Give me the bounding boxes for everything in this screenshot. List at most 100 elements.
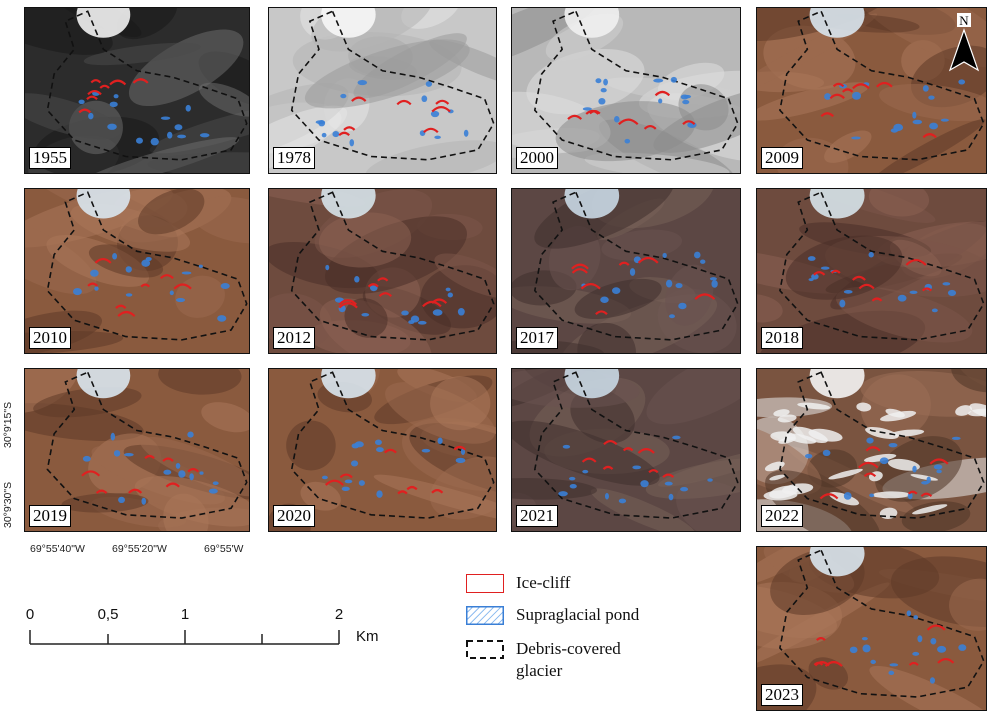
pond (177, 134, 187, 139)
ice-cliff (87, 90, 102, 96)
ice-cliff (829, 93, 845, 100)
pond (421, 95, 428, 103)
pond (325, 264, 330, 271)
ice-cliff (351, 96, 367, 102)
pond (931, 308, 938, 313)
ice-cliff (813, 661, 824, 666)
pond (804, 453, 813, 459)
map-panel-2022: 2022 (756, 368, 987, 532)
pond (852, 91, 861, 100)
pond (839, 299, 846, 308)
pond (160, 116, 171, 120)
pond (678, 302, 687, 310)
pond (604, 492, 609, 500)
ice-cliff (863, 472, 877, 478)
pond (618, 498, 627, 504)
pond (113, 94, 119, 99)
pond (711, 279, 718, 288)
pond (670, 76, 678, 83)
ice-cliff (637, 448, 655, 454)
ice-cliff (841, 88, 854, 93)
ice-cliff (694, 293, 716, 300)
pond (709, 277, 717, 281)
pond (340, 93, 347, 99)
glacier-outline (290, 371, 495, 519)
pond (866, 437, 874, 444)
map-panel-2019: 2019 (24, 368, 250, 532)
pond (185, 104, 191, 112)
ice-cliff (86, 95, 98, 101)
pond (208, 488, 218, 494)
scale-label-0: 0 (25, 606, 35, 623)
pond (175, 462, 181, 469)
pond (680, 94, 689, 100)
ice-cliff (922, 133, 937, 139)
pond (354, 276, 360, 283)
pond (198, 264, 203, 268)
pond (595, 78, 602, 84)
pond (929, 677, 936, 684)
ice-cliff (851, 275, 866, 281)
lat-label-1: 30°9'15"S (2, 401, 14, 448)
map-panel-2020: 2020 (268, 368, 497, 532)
ice-cliff (140, 283, 151, 288)
pond (118, 496, 126, 504)
ice-cliff (94, 257, 112, 264)
year-label: 2000 (516, 147, 558, 169)
pond (432, 309, 443, 316)
satellite-image (757, 189, 986, 353)
ice-cliff (406, 485, 418, 491)
ice-cliff (423, 127, 439, 134)
pond (909, 290, 918, 295)
pond (408, 320, 415, 325)
ice-cliff (618, 118, 639, 126)
ice-cliff (595, 310, 608, 316)
ice-cliff (325, 479, 344, 486)
ice-cliff (128, 488, 143, 494)
pond (675, 282, 683, 289)
pond (680, 487, 689, 492)
pond (187, 431, 194, 438)
pond (600, 296, 609, 304)
ice-cliff (926, 624, 946, 631)
pond (112, 253, 118, 260)
pond (88, 112, 94, 120)
legend-debris-label: Debris-covered glacier (516, 639, 621, 680)
pond (668, 493, 674, 501)
ice-cliff (144, 454, 155, 460)
glacier-outline (533, 10, 739, 161)
ice-cliff (384, 448, 397, 454)
year-label: 2009 (761, 147, 803, 169)
lon-label-1: 69°55'40"W (30, 543, 85, 555)
ice-cliff (173, 283, 192, 290)
pond (603, 78, 608, 86)
pond (665, 279, 673, 288)
pond (109, 101, 118, 108)
year-label: 2012 (273, 327, 315, 349)
pond (113, 450, 121, 457)
glacier-outline (46, 10, 248, 161)
pond (629, 268, 636, 276)
pond (808, 278, 814, 282)
ice-cliff-swatch (466, 574, 504, 593)
pond (321, 475, 328, 480)
pond (662, 252, 667, 259)
map-panel-2023: 2023 (756, 546, 987, 711)
ice-cliff (95, 489, 108, 494)
pond (78, 99, 85, 105)
pond (110, 432, 116, 441)
legend-debris: Debris-covered glacier (466, 638, 656, 682)
year-label: 2017 (516, 327, 558, 349)
pond (357, 80, 368, 86)
ice-cliff (871, 297, 883, 302)
ice-cliff (816, 637, 826, 641)
satellite-image (512, 369, 740, 531)
pond (169, 290, 174, 296)
pond (569, 476, 576, 481)
satellite-image (25, 8, 249, 173)
pond (598, 98, 606, 105)
ice-cliff (165, 482, 180, 488)
ice-cliff (117, 310, 136, 317)
satellite-image (757, 8, 986, 173)
pond (958, 79, 966, 85)
